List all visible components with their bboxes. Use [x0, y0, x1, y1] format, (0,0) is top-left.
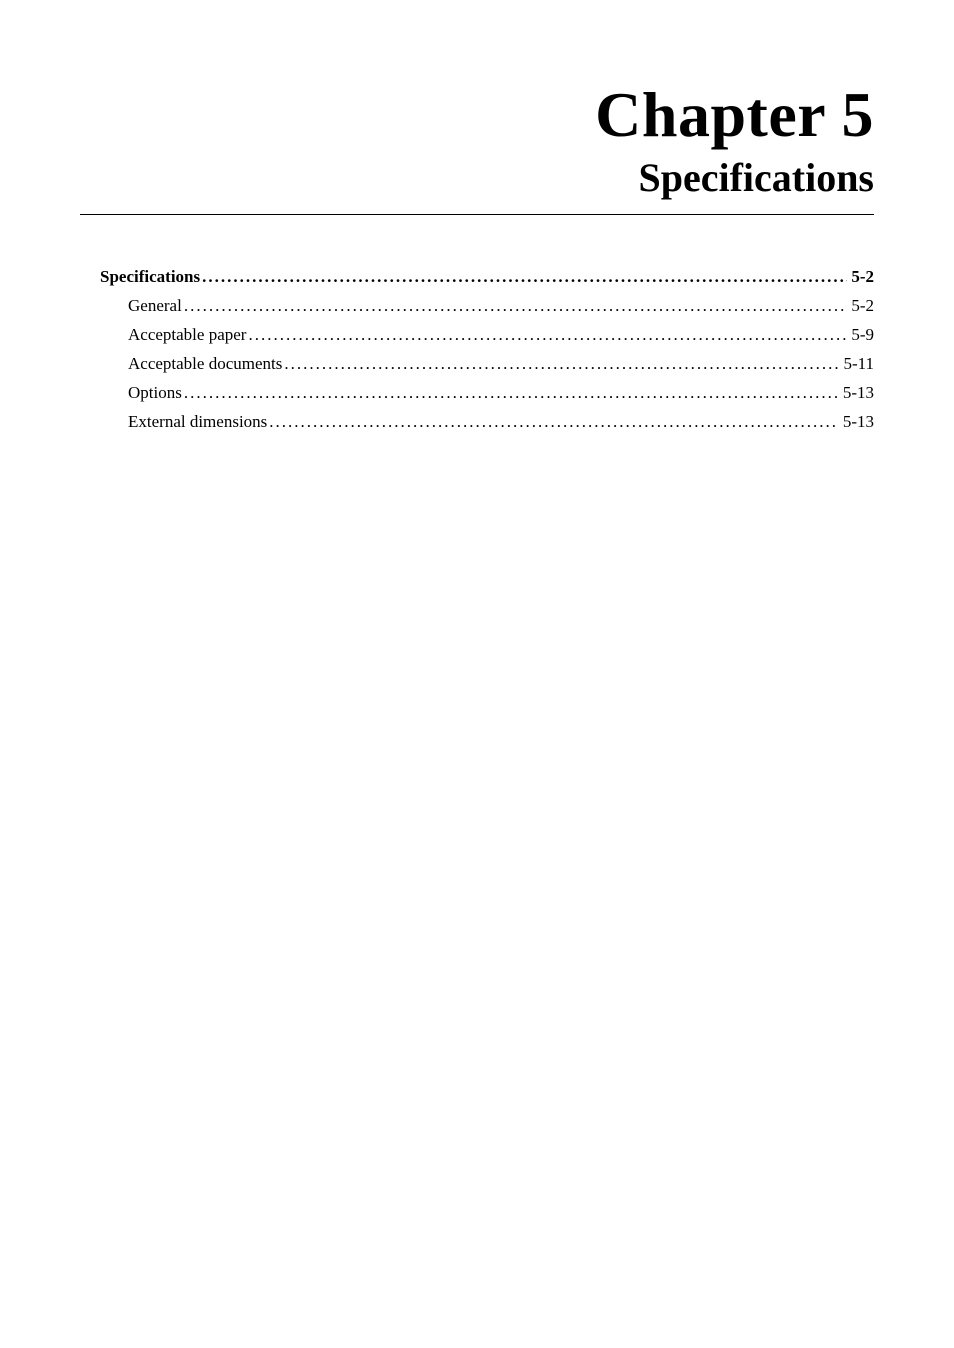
- toc-page: 5-9: [849, 321, 874, 350]
- toc-entry-specifications: Specifications 5-2: [100, 263, 874, 292]
- toc-page: 5-13: [841, 408, 874, 437]
- toc-page: 5-13: [841, 379, 874, 408]
- toc-dot-leader: [248, 321, 847, 350]
- toc-entry-acceptable-paper: Acceptable paper 5-9: [100, 321, 874, 350]
- toc-dot-leader: [184, 379, 839, 408]
- chapter-title: Specifications: [80, 154, 874, 215]
- toc-label: Acceptable paper: [128, 321, 246, 350]
- toc-entry-general: General 5-2: [100, 292, 874, 321]
- toc-entry-options: Options 5-13: [100, 379, 874, 408]
- toc-label: General: [128, 292, 182, 321]
- toc-dot-leader: [202, 263, 847, 292]
- chapter-number: Chapter 5: [80, 80, 874, 150]
- toc-dot-leader: [284, 350, 839, 379]
- toc-entry-acceptable-documents: Acceptable documents 5-11: [100, 350, 874, 379]
- chapter-header: Chapter 5 Specifications: [80, 80, 874, 215]
- toc-page: 5-2: [849, 263, 874, 292]
- toc-page: 5-2: [849, 292, 874, 321]
- toc-label: External dimensions: [128, 408, 267, 437]
- toc-label: Specifications: [100, 263, 200, 292]
- toc-entry-external-dimensions: External dimensions 5-13: [100, 408, 874, 437]
- toc-dot-leader: [269, 408, 839, 437]
- toc-dot-leader: [184, 292, 848, 321]
- table-of-contents: Specifications 5-2 General 5-2 Acceptabl…: [80, 263, 874, 436]
- toc-page: 5-11: [841, 350, 874, 379]
- toc-label: Options: [128, 379, 182, 408]
- toc-label: Acceptable documents: [128, 350, 282, 379]
